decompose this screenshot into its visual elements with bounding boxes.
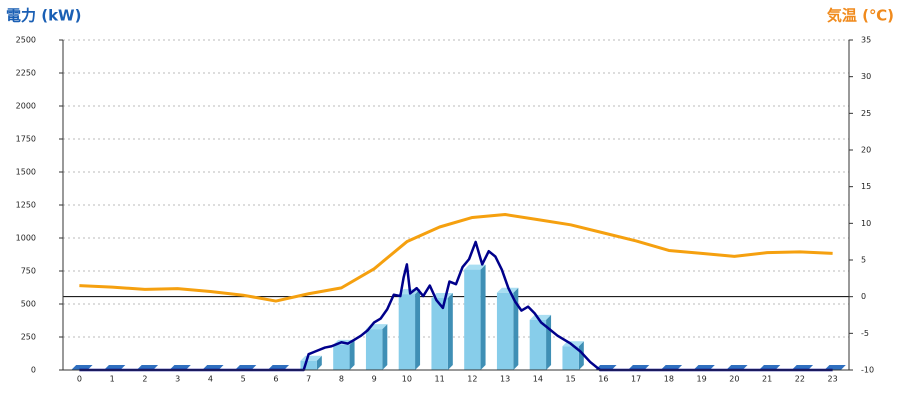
x-tick-label: 2 [142, 375, 147, 384]
y2-tick-label: 20 [861, 146, 871, 155]
x-tick-label: 23 [828, 375, 838, 384]
x-tick-label: 7 [306, 375, 311, 384]
right-axis-title: 気温 (℃) [827, 7, 894, 25]
bar [464, 264, 486, 370]
line [79, 213, 833, 303]
bar-face [365, 329, 383, 370]
bar-face [431, 298, 448, 370]
y2-tick-label: -10 [861, 366, 874, 375]
y-tick-label: 250 [21, 333, 36, 342]
y2-tick-label: 15 [861, 182, 871, 191]
x-tick-label: 14 [533, 375, 543, 384]
y2-tick-label: 5 [861, 256, 866, 265]
y-tick-label: 1500 [16, 168, 36, 177]
bar [365, 324, 388, 370]
bar-face [480, 264, 486, 370]
y-tick-label: 0 [31, 366, 36, 375]
bar-face [562, 346, 579, 370]
bar-face [529, 319, 547, 370]
y-tick-label: 1000 [16, 234, 36, 243]
bar-face [496, 287, 519, 293]
y2-tick-label: 35 [861, 36, 871, 45]
bar [431, 293, 453, 370]
y2-tick-label: 30 [861, 72, 871, 81]
y-tick-label: 500 [21, 300, 36, 309]
x-tick-label: 18 [664, 375, 674, 384]
x-tick-label: 12 [467, 375, 477, 384]
x-tick-label: 11 [435, 375, 445, 384]
bar-face [447, 293, 453, 370]
bar-face [415, 289, 421, 370]
y2-tick-label: 10 [861, 219, 871, 228]
left-axis-title: 電力 (kW) [6, 7, 81, 25]
y2-tick-label: -5 [861, 329, 869, 338]
line [79, 240, 833, 372]
bar-face [398, 294, 416, 370]
x-tick-label: 0 [77, 375, 82, 384]
x-tick-label: 20 [729, 375, 739, 384]
bar-face [546, 314, 552, 370]
x-tick-label: 21 [762, 375, 772, 384]
y2-tick-label: 0 [861, 292, 866, 301]
bar-face [496, 292, 514, 370]
y-tick-label: 2250 [16, 69, 36, 78]
bar-face [464, 264, 486, 270]
y-tick-label: 1750 [16, 135, 36, 144]
x-tick-label: 15 [566, 375, 576, 384]
bar-face [316, 355, 322, 370]
x-tick-label: 5 [241, 375, 246, 384]
x-tick-label: 22 [795, 375, 805, 384]
bar [398, 289, 421, 370]
bar [496, 287, 519, 370]
x-tick-label: 19 [697, 375, 707, 384]
y-tick-label: 2000 [16, 102, 36, 111]
x-tick-label: 16 [598, 375, 608, 384]
y2-tick-label: 25 [861, 109, 871, 118]
y-tick-label: 1250 [16, 201, 36, 210]
bar-face [529, 314, 552, 320]
x-tick-label: 1 [110, 375, 115, 384]
x-tick-label: 6 [273, 375, 278, 384]
x-tick-label: 13 [500, 375, 510, 384]
x-tick-label: 9 [372, 375, 377, 384]
y-tick-label: 2500 [16, 36, 36, 45]
bar-face [513, 287, 519, 370]
bar-face [333, 344, 350, 370]
bar-face [464, 269, 481, 370]
y-tick-label: 750 [21, 267, 36, 276]
x-tick-label: 4 [208, 375, 213, 384]
x-tick-label: 8 [339, 375, 344, 384]
bar-face [578, 341, 584, 370]
bar-face [382, 324, 388, 370]
x-tick-label: 3 [175, 375, 180, 384]
x-tick-label: 17 [631, 375, 641, 384]
bar-face [349, 339, 355, 370]
x-tick-label: 10 [402, 375, 412, 384]
